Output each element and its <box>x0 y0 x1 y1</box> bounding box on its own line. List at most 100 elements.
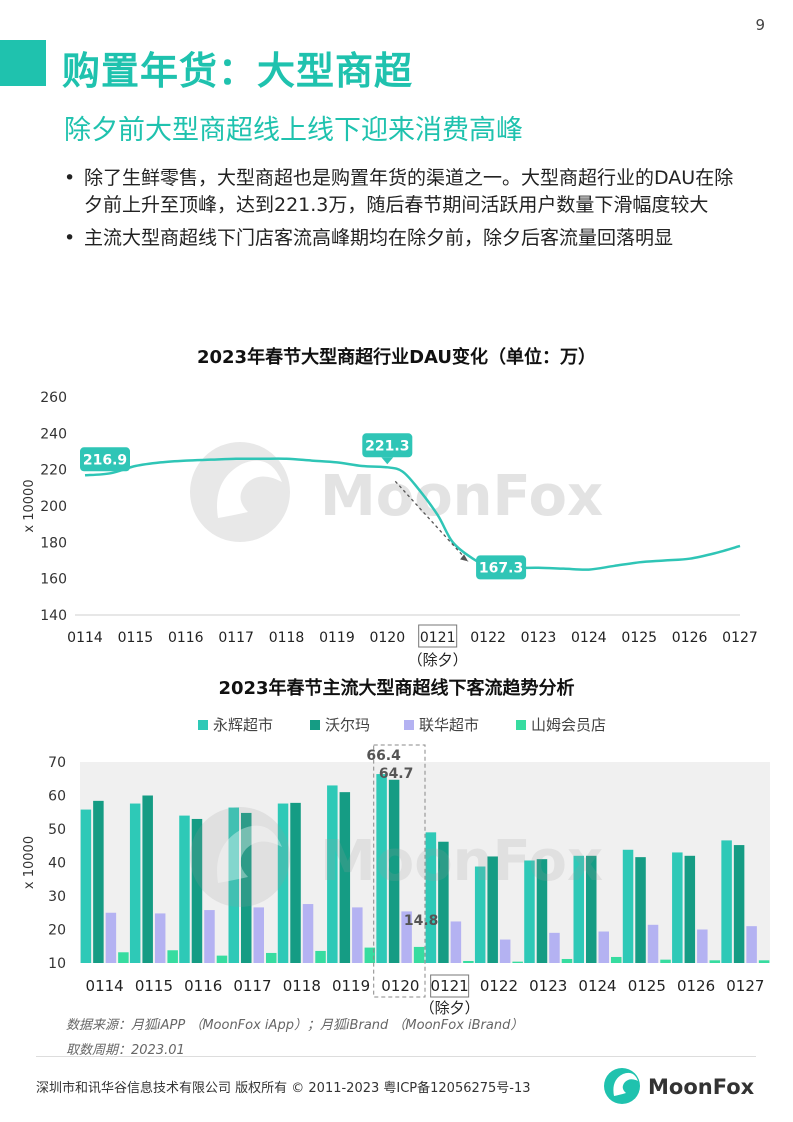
bar-永辉超市-0123 <box>524 860 535 963</box>
x-tick-label: 0126 <box>672 630 708 646</box>
x-tick-label: 0114 <box>86 977 124 995</box>
watermark-logo-icon <box>190 807 290 907</box>
callout-label: 167.3 <box>479 560 523 576</box>
watermark-text: MoonFox <box>320 829 603 894</box>
y-tick-label: 260 <box>40 390 67 406</box>
legend-label: 联华超市 <box>419 716 479 734</box>
bar-联华超市-0116 <box>204 910 215 963</box>
bar-山姆会员店-0116 <box>216 955 228 963</box>
x-tick-label: 0120 <box>381 977 419 995</box>
trend-arrow <box>394 480 469 562</box>
data-source: 数据来源：月狐iAPP （MoonFox iApp）；月狐iBrand （Moo… <box>66 1018 524 1033</box>
bar-chart-title: 2023年春节主流大型商超线下客流趋势分析 <box>218 678 575 699</box>
x-tick-label: 0118 <box>269 630 305 646</box>
x-tick-label: 0117 <box>218 630 254 646</box>
x-tick-label: 0114 <box>67 630 103 646</box>
footer-copyright: 深圳市和讯华谷信息技术有限公司 版权所有 © 2011-2023 粤ICP备12… <box>36 1081 531 1096</box>
page-subtitle: 除夕前大型商超线上线下迎来消费高峰 <box>64 115 523 146</box>
callout-label: 221.3 <box>365 438 409 454</box>
callout-box <box>80 447 130 472</box>
bar-联华超市-0119 <box>352 907 363 963</box>
callout-221.3: 221.3 <box>362 433 413 465</box>
bar-永辉超市-0126 <box>672 852 683 963</box>
bar-山姆会员店-0120 <box>413 946 425 963</box>
x-tick-label: 0126 <box>677 977 715 995</box>
page-number: 9 <box>755 16 765 34</box>
y-tick-label: 180 <box>40 535 67 551</box>
y-tick-label: 160 <box>40 572 67 588</box>
x-tick-label: 0115 <box>135 977 173 995</box>
bullet-item: 主流大型商超线下门店客流高峰期均在除夕前，除夕后客流量回落明显 <box>62 225 752 252</box>
bar-联华超市-0122 <box>499 939 511 963</box>
watermark-2: MoonFox <box>190 807 603 907</box>
bar-沃尔玛-0127 <box>733 845 745 963</box>
x-tick-label: 0122 <box>470 630 506 646</box>
legend-swatch <box>404 720 414 730</box>
y-tick-label: 10 <box>48 956 66 972</box>
callout-pointer <box>381 457 394 465</box>
bar-永辉超市-0119 <box>327 785 338 963</box>
bar-山姆会员店-0119 <box>364 947 376 963</box>
bar-联华超市-0126 <box>697 929 708 963</box>
bar-联华超市-0123 <box>549 932 560 963</box>
bullet-item: 除了生鲜零售，大型商超也是购置年货的渠道之一。大型商超行业的DAU在除夕前上升至… <box>62 165 752 219</box>
bar-永辉超市-0120 <box>376 774 387 963</box>
y-tick-label: 30 <box>48 889 66 905</box>
bar-沃尔玛-0122 <box>487 856 498 963</box>
highlight-box <box>418 624 458 648</box>
bar-沃尔玛-0119 <box>339 792 351 963</box>
highlight-box <box>430 974 470 998</box>
y-tick-label: 140 <box>40 608 67 624</box>
y-tick-label: 50 <box>48 822 66 838</box>
bar-沃尔玛-0124 <box>586 855 597 963</box>
title-accent-bar <box>0 40 46 86</box>
page-title: 购置年货：大型商超 <box>62 49 414 93</box>
highlight-note: （除夕） <box>408 651 468 669</box>
bar-山姆会员店-0125 <box>660 959 671 963</box>
bar-沃尔玛-0115 <box>142 795 153 963</box>
bar-联华超市-0118 <box>302 904 314 963</box>
legend-label: 山姆会员店 <box>531 716 606 734</box>
y-tick-label: 40 <box>48 856 66 872</box>
y-axis-label: x 10000 <box>22 836 37 889</box>
bar-永辉超市-0121 <box>425 832 437 963</box>
bar-联华超市-0114 <box>105 912 117 963</box>
watermark-logo-cutout <box>217 825 282 883</box>
callout-216.9: 216.9 <box>80 447 130 472</box>
x-tick-label: 0122 <box>480 977 518 995</box>
bullet-list: 除了生鲜零售，大型商超也是购置年货的渠道之一。大型商超行业的DAU在除夕前上升至… <box>62 165 752 258</box>
watermark-logo-cutout <box>217 460 282 518</box>
bar-沃尔玛-0121 <box>438 841 449 963</box>
legend-swatch <box>198 720 208 730</box>
y-tick-label: 240 <box>40 426 67 442</box>
bar-沃尔玛-0125 <box>635 857 646 963</box>
bar-山姆会员店-0115 <box>167 950 178 963</box>
bar-沃尔玛-0118 <box>290 802 301 963</box>
callout-label: 216.9 <box>83 452 127 468</box>
x-tick-label: 0125 <box>628 977 666 995</box>
x-tick-label: 0125 <box>621 630 657 646</box>
bar-沃尔玛-0116 <box>191 818 203 963</box>
data-label: 64.7 <box>379 766 414 782</box>
x-tick-label: 0123 <box>529 977 567 995</box>
bar-永辉超市-0122 <box>474 866 486 963</box>
callout-box <box>476 555 527 580</box>
bar-山姆会员店-0114 <box>118 952 129 963</box>
bar-永辉超市-0117 <box>228 807 239 963</box>
bar-山姆会员店-0117 <box>266 952 277 963</box>
watermark-1: MoonFox <box>190 442 603 542</box>
bar-沃尔玛-0114 <box>93 800 104 963</box>
bar-永辉超市-0116 <box>179 815 190 963</box>
x-tick-label: 0119 <box>319 630 355 646</box>
bar-沃尔玛-0117 <box>241 812 252 963</box>
x-tick-label: 0124 <box>578 977 616 995</box>
x-tick-label: 0127 <box>726 977 764 995</box>
y-tick-label: 20 <box>48 923 66 939</box>
legend-label: 沃尔玛 <box>325 716 370 734</box>
peak-highlight-box <box>373 744 426 998</box>
moonfox-logo: MoonFox <box>604 1068 755 1104</box>
x-tick-label: 0115 <box>118 630 154 646</box>
bar-沃尔玛-0120 <box>388 779 400 963</box>
bar-山姆会员店-0118 <box>315 950 326 963</box>
line-chart-title: 2023年春节大型商超行业DAU变化（单位：万） <box>196 347 597 368</box>
